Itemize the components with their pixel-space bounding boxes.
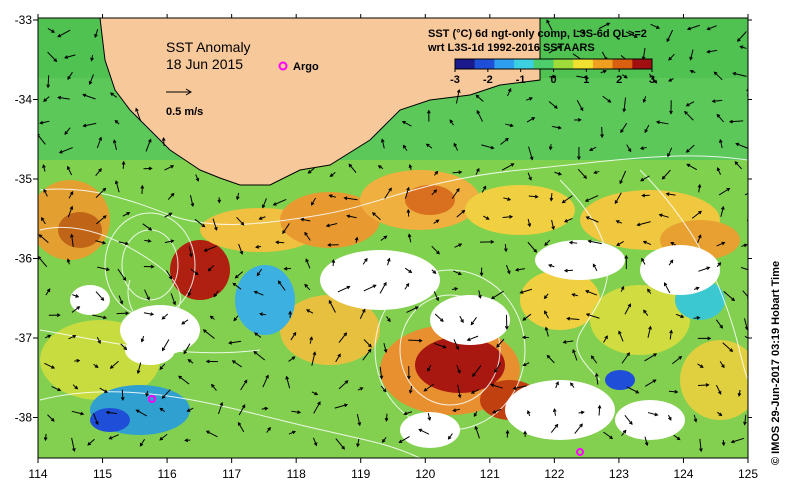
colorbar-tick-label: -3 [450, 74, 460, 86]
colorbar-swatch [632, 59, 652, 69]
y-tick-label: -38 [15, 411, 33, 425]
x-tick-label: 117 [222, 467, 241, 481]
y-tick-label: -35 [15, 172, 33, 186]
x-tick-label: 121 [480, 467, 500, 481]
x-tick-label: 116 [158, 467, 177, 481]
x-tick-label: 123 [609, 467, 629, 481]
map-title: SST Anomaly [166, 39, 251, 55]
x-tick-label: 118 [287, 467, 306, 481]
y-tick-label: -34 [15, 93, 33, 107]
x-tick-label: 115 [93, 467, 112, 481]
colorbar-swatch [554, 59, 574, 69]
map-date: 18 Jun 2015 [166, 56, 243, 72]
credit-text: © IMOS 29-Jun-2017 03:19 Hobart Time [770, 261, 782, 465]
x-tick-label: 122 [544, 467, 564, 481]
scale-label: 0.5 m/s [166, 106, 203, 118]
colorbar-swatch [573, 59, 593, 69]
colorbar-tick-label: 3 [649, 74, 655, 86]
velocity-arrow [408, 340, 421, 341]
colorbar-tick-label: 2 [616, 74, 622, 86]
colorbar-swatch [455, 59, 475, 69]
colorbar-swatch [514, 59, 534, 69]
y-tick-label: -37 [15, 331, 33, 345]
colorbar-swatch [475, 59, 495, 69]
colorbar-swatch [534, 59, 554, 69]
colorbar-tick-label: 1 [583, 74, 589, 86]
colorbar-tick-label: -2 [483, 74, 493, 86]
colorbar-tick-label: 0 [550, 74, 556, 86]
x-tick-label: 119 [351, 467, 370, 481]
y-tick-label: -36 [15, 252, 33, 266]
colorbar-swatch [613, 59, 633, 69]
x-tick-label: 125 [738, 467, 758, 481]
header-line-1: SST (°C) 6d ngt-only comp, L3S-6d QL>=2 [428, 28, 647, 40]
colorbar-tick-label: -1 [516, 74, 526, 86]
colorbar-swatch [494, 59, 514, 69]
header-line-2: wrt L3S-1d 1992-2016 SSTAARS [427, 42, 595, 54]
x-tick-label: 124 [673, 467, 693, 481]
colorbar-swatch [593, 59, 613, 69]
x-tick-label: 120 [415, 467, 435, 481]
x-tick-label: 114 [28, 467, 47, 481]
y-tick-label: -33 [15, 13, 33, 27]
argo-label: Argo [293, 61, 319, 73]
